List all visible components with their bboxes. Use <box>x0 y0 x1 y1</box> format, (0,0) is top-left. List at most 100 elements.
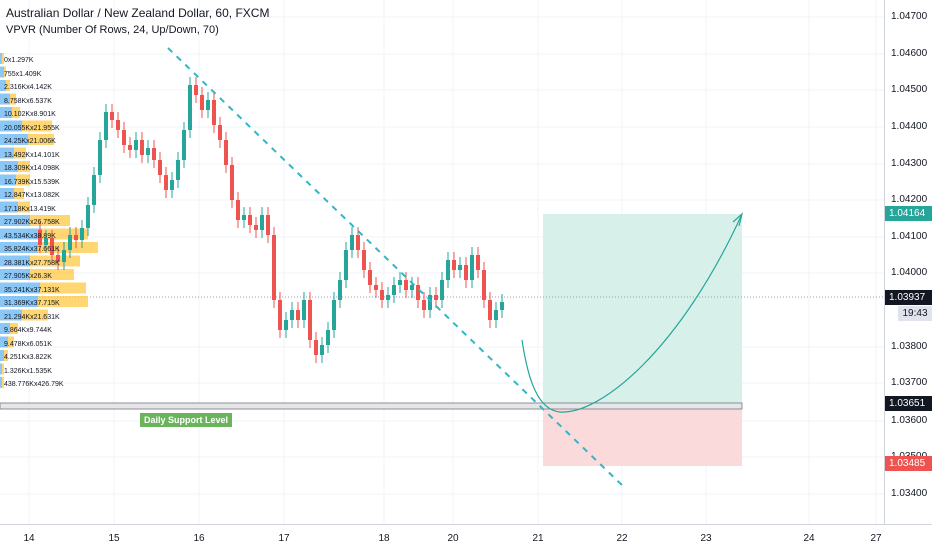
candle-up <box>92 175 96 205</box>
candle-down <box>278 300 282 330</box>
candle-down <box>224 140 228 165</box>
volume-bar-up <box>0 107 12 118</box>
candlestick-chart[interactable] <box>0 0 884 524</box>
candle-down <box>368 270 372 285</box>
volume-bar-up <box>0 269 30 280</box>
support-price-tag: 1.03651 <box>885 396 932 411</box>
candle-down <box>362 250 366 270</box>
volume-row-label: 27.905Kx26.3K <box>4 273 52 280</box>
candle-down <box>404 280 408 290</box>
candle-down <box>194 85 198 95</box>
candle-down <box>56 255 60 262</box>
time-tick: 21 <box>532 533 544 544</box>
current-price-tag: 1.03937 <box>885 290 932 305</box>
candle-up <box>80 228 84 240</box>
price-tick: 1.04600 <box>891 48 928 59</box>
volume-row-label: 1.326Kx1.535K <box>4 367 52 375</box>
loss-zone <box>543 405 742 466</box>
support-level-label[interactable]: Daily Support Level <box>140 413 232 427</box>
volume-bar-up <box>0 66 4 78</box>
candle-down <box>488 300 492 320</box>
candle-down <box>158 160 162 175</box>
candle-up <box>344 250 348 280</box>
volume-bar-up <box>0 336 8 348</box>
projection-arrow-icon <box>732 212 744 227</box>
candle-down <box>416 285 420 300</box>
candle-down <box>314 340 318 355</box>
candle-up <box>86 205 90 228</box>
volume-row-label: 28.381Kx27.758K <box>4 259 60 267</box>
symbol-legend[interactable]: Australian Dollar / New Zealand Dollar, … <box>6 6 270 20</box>
price-axis[interactable]: 1.04700 1.04600 1.04500 1.04400 1.04300 1.042… <box>884 0 932 524</box>
bar-countdown: 19:43 <box>898 306 932 321</box>
candle-up <box>446 260 450 280</box>
time-tick: 14 <box>23 533 35 544</box>
volume-bar-up <box>0 215 30 226</box>
time-axis[interactable]: 14 15 16 17 18 20 21 22 23 24 27 <box>0 524 932 551</box>
candle-down <box>236 200 240 220</box>
candle-up <box>104 112 108 140</box>
candle-up <box>338 280 342 300</box>
volume-row-label: 20.055Kx21.955K <box>4 124 60 132</box>
candle-down <box>230 165 234 200</box>
volume-bar-up <box>0 242 38 253</box>
time-tick: 20 <box>447 533 459 544</box>
candle-down <box>128 145 132 150</box>
volume-row-label: 16.739Kx15.539K <box>4 178 60 186</box>
candle-up <box>242 215 246 220</box>
candle-down <box>38 230 42 245</box>
candle-up <box>206 100 210 110</box>
volume-row-label: 27.902Kx26.758K <box>4 219 60 226</box>
volume-bar-down <box>2 363 4 375</box>
candle-down <box>464 265 468 280</box>
candle-up <box>170 180 174 190</box>
volume-bar-down <box>6 80 10 91</box>
volume-row-label: 4.251Kx3.822K <box>4 354 52 361</box>
price-tick: 1.04000 <box>891 267 928 278</box>
candle-down <box>200 95 204 110</box>
candle-up <box>386 295 390 300</box>
price-tick: 1.04300 <box>891 158 928 169</box>
volume-bar-down <box>14 147 26 159</box>
volume-bar-up <box>0 120 22 132</box>
price-tick: 1.03700 <box>891 377 928 388</box>
price-tick: 1.03800 <box>891 341 928 352</box>
candle-up <box>260 215 264 230</box>
candle-up <box>410 285 414 290</box>
candle-up <box>332 300 336 330</box>
chart-area[interactable]: Australian Dollar / New Zealand Dollar, … <box>0 0 884 524</box>
candle-down <box>140 140 144 155</box>
candle-up <box>350 235 354 250</box>
time-tick: 18 <box>378 533 390 544</box>
candle-up <box>470 255 474 280</box>
indicator-legend[interactable]: VPVR (Number Of Rows, 24, Up/Down, 70) <box>6 24 219 36</box>
candle-up <box>146 148 150 155</box>
target-price-tag: 1.04164 <box>885 206 932 221</box>
candle-up <box>398 280 402 285</box>
time-tick: 17 <box>278 533 290 544</box>
candle-up <box>458 265 462 270</box>
volume-row-label: 35.241Kx37.131K <box>4 286 60 294</box>
candle-down <box>380 290 384 300</box>
candle-down <box>254 225 258 230</box>
time-tick: 15 <box>108 533 120 544</box>
candle-up <box>500 302 504 310</box>
volume-bar-down <box>30 255 80 267</box>
projection-curve <box>521 213 743 413</box>
candle-down <box>248 215 252 225</box>
volume-row-label: 21.294Kx21.631K <box>4 313 60 321</box>
candle-down <box>116 120 120 130</box>
volume-bar-up <box>0 93 10 105</box>
volume-bar-up <box>0 201 18 213</box>
candle-down <box>296 310 300 320</box>
volume-row-label: 35.824Kx37.661K <box>4 246 60 253</box>
candle-down <box>374 285 378 290</box>
volume-row-label: 2.316Kx4.142K <box>4 84 52 91</box>
candle-down <box>272 235 276 300</box>
candle-down <box>482 270 486 300</box>
volume-bar-down <box>22 309 48 321</box>
candle-up <box>392 285 396 295</box>
candle-down <box>212 100 216 125</box>
volume-bar-up <box>0 282 40 294</box>
candle-up <box>302 300 306 320</box>
